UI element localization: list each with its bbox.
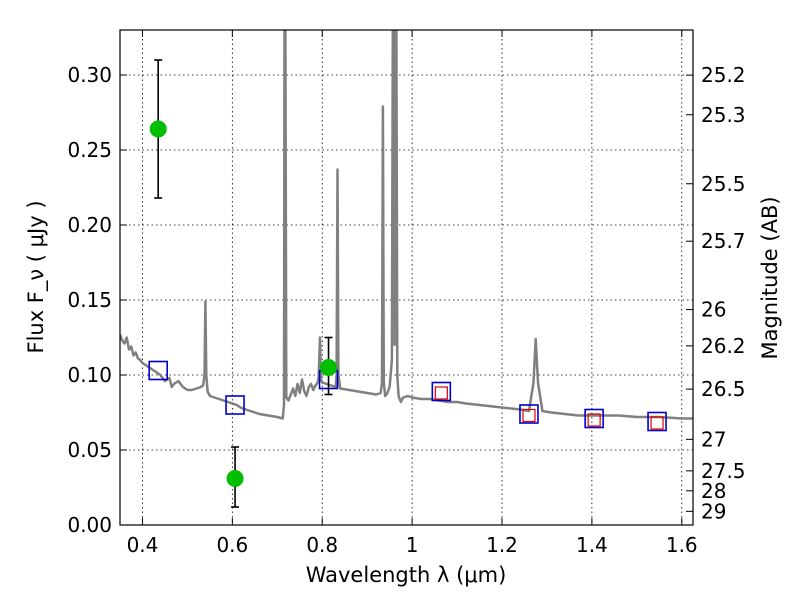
y-tick-label: 0.25 xyxy=(67,138,112,162)
y-tick-label: 0.15 xyxy=(67,288,112,312)
x-tick-label: 0.6 xyxy=(216,533,248,557)
mag-tick-label: 28 xyxy=(701,479,726,503)
x-tick-label: 0.8 xyxy=(306,533,338,557)
x-tick-label: 0.4 xyxy=(127,533,159,557)
y-tick-label: 0.10 xyxy=(67,363,112,387)
right-axis-title: Magnitude (AB) xyxy=(758,196,782,359)
mag-tick-label: 25.3 xyxy=(701,103,746,127)
mag-tick-label: 26.2 xyxy=(701,334,746,358)
observed-flux-point xyxy=(320,359,338,376)
mag-tick-label: 27 xyxy=(701,427,726,451)
observed-flux-point xyxy=(226,470,244,487)
x-tick-label: 1.2 xyxy=(486,533,518,557)
model-flux-square-blue xyxy=(431,381,452,402)
x-tick-label: 1 xyxy=(406,533,419,557)
y-tick-label: 0.30 xyxy=(67,63,112,87)
plot-area xyxy=(120,30,693,508)
model-flux-square-blue xyxy=(225,395,245,415)
model-flux-square-blue xyxy=(647,411,667,432)
model-flux-square-blue xyxy=(519,404,539,424)
x-axis-title: Wavelength λ (μm) xyxy=(306,563,507,587)
mag-tick-label: 26 xyxy=(701,298,726,322)
model-flux-square-blue xyxy=(584,408,604,429)
y-tick-label: 0.05 xyxy=(67,438,112,462)
grid-layer xyxy=(120,30,693,526)
mag-tick-label: 29 xyxy=(701,499,726,523)
sed-model-line xyxy=(120,30,693,420)
mag-tick-label: 25.2 xyxy=(701,63,746,87)
tick-layer: 0.4 0.6 0.8 1 1.2 1.4 1.6 0.00 0.05 0.10 0.15 0.20 0… xyxy=(67,30,746,557)
mag-tick-label: 25.5 xyxy=(701,172,746,196)
mag-tick-label: 27.5 xyxy=(701,459,746,483)
model-flux-square-red xyxy=(522,408,536,423)
y-tick-label: 0.00 xyxy=(67,513,112,537)
x-tick-label: 1.6 xyxy=(666,533,698,557)
y-axis-title: Flux F_ν ( μJy ) xyxy=(24,200,49,353)
plot-frame xyxy=(119,29,694,526)
observed-flux-point xyxy=(149,120,167,138)
model-flux-square-red xyxy=(587,413,601,427)
mag-tick-label: 26.5 xyxy=(701,377,746,401)
mag-tick-label: 25.7 xyxy=(701,229,746,253)
model-flux-square-blue xyxy=(148,360,168,381)
model-flux-square-red xyxy=(434,386,448,400)
model-flux-square-red xyxy=(650,416,664,430)
x-tick-label: 1.4 xyxy=(576,533,608,557)
y-tick-label: 0.20 xyxy=(67,213,112,237)
